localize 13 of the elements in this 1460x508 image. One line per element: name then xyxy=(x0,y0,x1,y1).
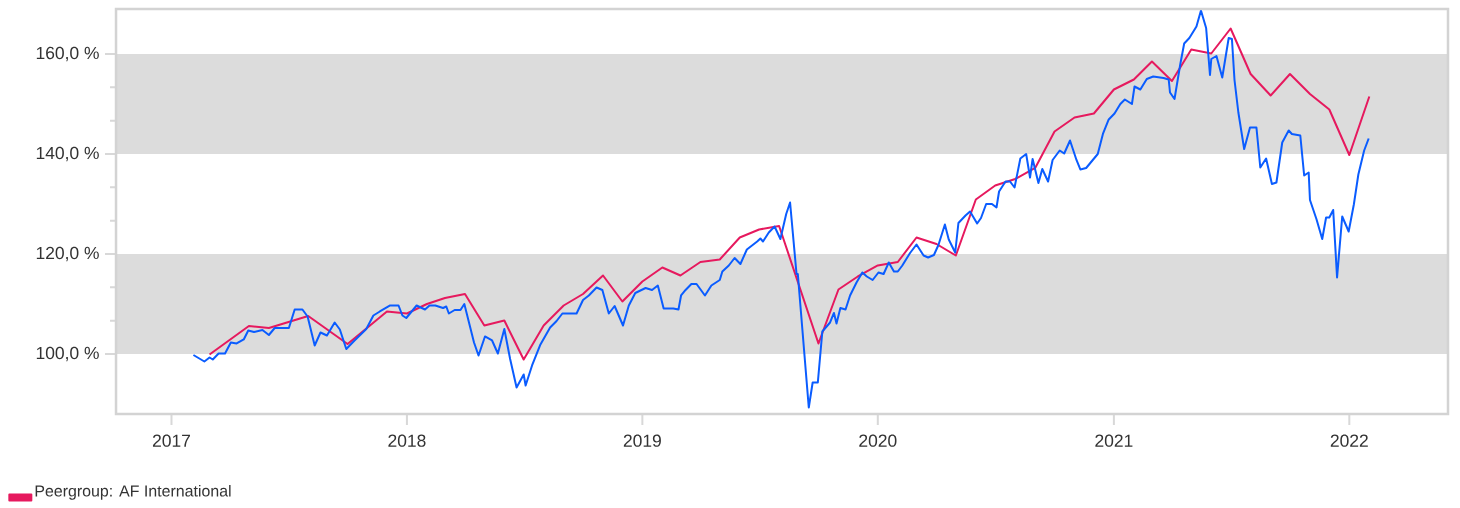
line-series xyxy=(192,9,1370,409)
legend-label: Peergroup: AF International xyxy=(35,484,231,500)
x-tick-label: 2020 xyxy=(859,434,897,447)
x-tick-label: 2017 xyxy=(152,434,191,447)
x-tick-label: 2022 xyxy=(1330,434,1368,447)
y-tick-label: 100,0 % xyxy=(36,346,99,362)
x-tick-label: 2021 xyxy=(1095,434,1133,447)
line-series xyxy=(208,27,1371,361)
y-tick-label: 120,0 % xyxy=(36,246,99,262)
y-tick-label: 160,0 % xyxy=(36,46,99,62)
x-tick-label: 2019 xyxy=(623,434,661,447)
x-tick-label: 2018 xyxy=(388,434,426,447)
y-tick-label: 140,0 % xyxy=(36,146,99,162)
